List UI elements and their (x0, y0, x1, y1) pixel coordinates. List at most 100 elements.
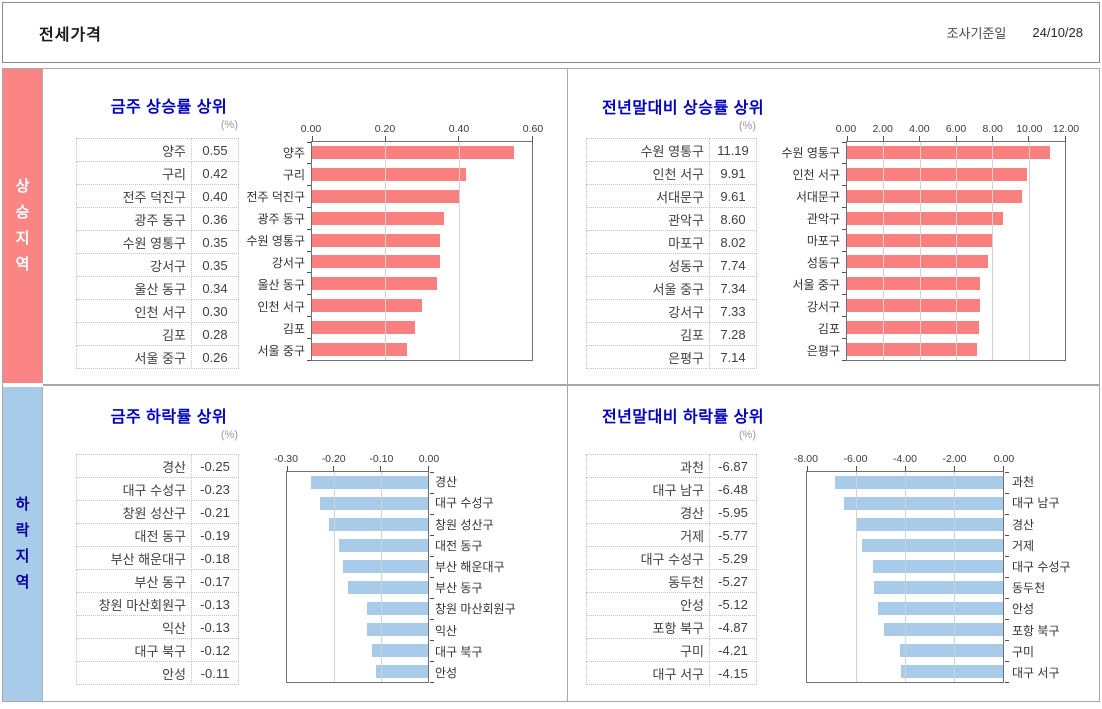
table-row: 안성 -0.11 (76, 661, 239, 685)
gridline (385, 142, 387, 360)
panel-week-down: 금주 하락률 상위 (%) 경산 -0.25 대구 수성구 -0.23 창원 성산구 -0… (43, 387, 567, 701)
value-cell: 0.35 (191, 253, 239, 277)
category-label: 서대문구 (795, 189, 840, 204)
divider-vertical (567, 69, 568, 701)
bar-row (847, 295, 1065, 317)
region-name-cell: 창원 성산구 (76, 500, 192, 524)
region-name-cell: 인천 서구 (586, 161, 710, 185)
tick-mark (306, 228, 311, 230)
category-label: 대구 수성구 (435, 496, 494, 511)
unit-label: (%) (738, 429, 756, 441)
value-cell: -0.12 (191, 638, 239, 662)
region-name-cell: 김포 (586, 322, 710, 346)
sidebar-strip-down-label: 하락지역 (15, 496, 30, 591)
axis-tick-label: -0.30 (274, 453, 298, 465)
tick-mark (841, 250, 846, 252)
category-label: 양주 (282, 145, 305, 160)
axis-tick-label: 12.00 (1052, 123, 1080, 135)
bar-row (807, 493, 1003, 514)
region-name-cell: 창원 마산회원구 (76, 592, 192, 616)
category-label: 대전 동구 (435, 538, 483, 553)
bar-row (312, 295, 532, 317)
category-label: 서울 중구 (257, 343, 306, 358)
value-cell: -5.27 (709, 569, 757, 593)
bar-row (287, 556, 428, 577)
table-row: 경산 -5.95 (586, 500, 757, 524)
bar (847, 211, 1004, 225)
category-label: 전주 덕진구 (246, 189, 305, 204)
region-name-cell: 익산 (76, 615, 192, 639)
value-cell: -0.11 (191, 661, 239, 685)
category-label: 마포구 (806, 233, 840, 248)
tick-mark (306, 315, 311, 317)
bar (329, 518, 428, 531)
bar-chart (841, 136, 1066, 361)
category-axis: 과천 대구 남구 경산 거제 대구 수성구 동두천 안성 포항 북구 구미 대구 서구 (1012, 471, 1102, 683)
bar-row (287, 640, 428, 661)
bar (348, 581, 428, 594)
region-name-cell: 전주 덕진구 (76, 184, 192, 208)
bar-row (287, 661, 428, 682)
value-cell: 8.60 (709, 207, 757, 231)
survey-date-block: 조사기준일 24/10/28 (947, 3, 1083, 62)
axis-tick-label: 6.00 (945, 123, 967, 135)
bar (847, 320, 980, 334)
unit-label: (%) (220, 429, 238, 441)
category-label: 은평구 (806, 343, 840, 358)
category-label: 익산 (435, 623, 458, 638)
category-label: 포항 북구 (1012, 623, 1060, 638)
category-label: 창원 성산구 (435, 517, 494, 532)
region-name-cell: 양주 (76, 138, 192, 162)
table-row: 서울 중구 0.26 (76, 345, 239, 369)
value-cell: -0.19 (191, 523, 239, 547)
region-name-cell: 대구 남구 (586, 477, 710, 501)
region-name-cell: 성동구 (586, 253, 710, 277)
axis-tick-label: 8.00 (982, 123, 1003, 135)
region-name-cell: 대구 수성구 (76, 477, 192, 501)
axis-tick-label: 2.00 (872, 123, 893, 135)
rank-table: 수원 영통구 11.19 인천 서구 9.91 서대문구 9.61 관악구 8.60 마포구 8.… (586, 138, 757, 369)
category-label: 관악구 (806, 211, 840, 226)
value-cell: 0.34 (191, 276, 239, 300)
sidebar-strip-down: 하락지역 (3, 387, 43, 701)
tick-mark (841, 272, 846, 274)
tick-mark (429, 681, 434, 683)
gridline (956, 142, 957, 360)
panel-title: 전년말대비 상승률 상위 (601, 100, 765, 117)
category-label: 창원 마산회원구 (435, 602, 516, 617)
bar-row (287, 472, 428, 493)
tick-mark (1004, 576, 1009, 578)
region-name-cell: 대전 동구 (76, 523, 192, 547)
value-cell: 7.28 (709, 322, 757, 346)
tick-mark (429, 471, 434, 473)
bar-row (312, 273, 532, 295)
table-row: 대구 남구 -6.48 (586, 477, 757, 501)
region-name-cell: 안성 (586, 592, 710, 616)
axis-tick-label: 0.00 (418, 453, 440, 465)
region-name-cell: 서대문구 (586, 184, 710, 208)
tick-mark (306, 185, 311, 187)
category-label: 대구 수성구 (1012, 559, 1071, 574)
table-row: 광주 동구 0.36 (76, 207, 239, 231)
tick-mark (429, 513, 434, 515)
tick-mark (841, 163, 846, 165)
tick-mark (1004, 471, 1009, 473)
table-row: 대전 동구 -0.19 (76, 523, 239, 547)
tick-mark (429, 597, 434, 599)
page-title: 전세가격 (39, 26, 102, 44)
bar (847, 277, 981, 291)
bar-row (847, 164, 1065, 186)
value-cell: -6.87 (709, 454, 757, 478)
survey-date-value: 24/10/28 (1032, 25, 1083, 40)
bar-row (807, 514, 1003, 535)
bar (312, 277, 437, 291)
tick-mark (1004, 555, 1009, 557)
tick-mark (306, 272, 311, 274)
category-label: 경산 (435, 475, 458, 490)
value-cell: 0.30 (191, 299, 239, 323)
table-row: 전주 덕진구 0.40 (76, 184, 239, 208)
value-cell: -0.23 (191, 477, 239, 501)
value-cell: 9.61 (709, 184, 757, 208)
region-name-cell: 부산 동구 (76, 569, 192, 593)
